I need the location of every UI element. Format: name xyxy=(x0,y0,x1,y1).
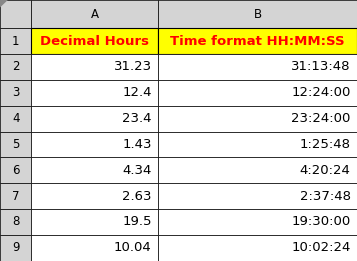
Text: 2.63: 2.63 xyxy=(122,190,152,203)
Bar xyxy=(0,106,31,132)
Bar xyxy=(31,235,158,261)
Text: 9: 9 xyxy=(12,241,20,254)
Text: B: B xyxy=(253,8,262,21)
Text: 23:24:00: 23:24:00 xyxy=(291,112,351,125)
Bar xyxy=(0,183,31,209)
Text: A: A xyxy=(91,8,99,21)
Bar xyxy=(0,157,31,183)
Bar xyxy=(158,157,357,183)
Text: 23.4: 23.4 xyxy=(122,112,152,125)
Bar xyxy=(158,106,357,132)
Bar xyxy=(0,80,31,106)
Bar xyxy=(31,132,158,157)
Text: Time format HH:MM:SS: Time format HH:MM:SS xyxy=(170,35,345,48)
Text: 2:37:48: 2:37:48 xyxy=(300,190,351,203)
Text: Decimal Hours: Decimal Hours xyxy=(40,35,149,48)
Bar xyxy=(158,183,357,209)
Bar xyxy=(31,157,158,183)
Text: 31.23: 31.23 xyxy=(114,61,152,73)
Polygon shape xyxy=(0,0,8,8)
Bar xyxy=(158,0,357,28)
Text: 4.34: 4.34 xyxy=(122,164,152,177)
Bar xyxy=(0,54,31,80)
Text: 1: 1 xyxy=(12,35,20,48)
Text: 2: 2 xyxy=(12,61,20,73)
Bar xyxy=(31,106,158,132)
Text: 6: 6 xyxy=(12,164,20,177)
Bar xyxy=(31,183,158,209)
Bar xyxy=(158,235,357,261)
Text: 19.5: 19.5 xyxy=(122,216,152,228)
Bar xyxy=(158,54,357,80)
Text: 10.04: 10.04 xyxy=(114,241,152,254)
Text: 5: 5 xyxy=(12,138,19,151)
Text: 10:02:24: 10:02:24 xyxy=(291,241,351,254)
Bar xyxy=(0,28,31,54)
Bar xyxy=(158,132,357,157)
Bar xyxy=(31,28,158,54)
Text: 4: 4 xyxy=(12,112,20,125)
Bar xyxy=(0,0,31,28)
Bar xyxy=(31,54,158,80)
Bar xyxy=(31,80,158,106)
Text: 1.43: 1.43 xyxy=(122,138,152,151)
Bar xyxy=(158,80,357,106)
Bar xyxy=(31,0,158,28)
Text: 19:30:00: 19:30:00 xyxy=(291,216,351,228)
Text: 12.4: 12.4 xyxy=(122,86,152,99)
Bar xyxy=(158,209,357,235)
Text: 12:24:00: 12:24:00 xyxy=(291,86,351,99)
Text: 1:25:48: 1:25:48 xyxy=(300,138,351,151)
Text: 4:20:24: 4:20:24 xyxy=(300,164,351,177)
Bar xyxy=(31,209,158,235)
Bar xyxy=(158,28,357,54)
Bar xyxy=(0,235,31,261)
Bar xyxy=(0,209,31,235)
Bar xyxy=(0,132,31,157)
Text: 7: 7 xyxy=(12,190,20,203)
Text: 3: 3 xyxy=(12,86,19,99)
Text: 31:13:48: 31:13:48 xyxy=(291,61,351,73)
Text: 8: 8 xyxy=(12,216,19,228)
